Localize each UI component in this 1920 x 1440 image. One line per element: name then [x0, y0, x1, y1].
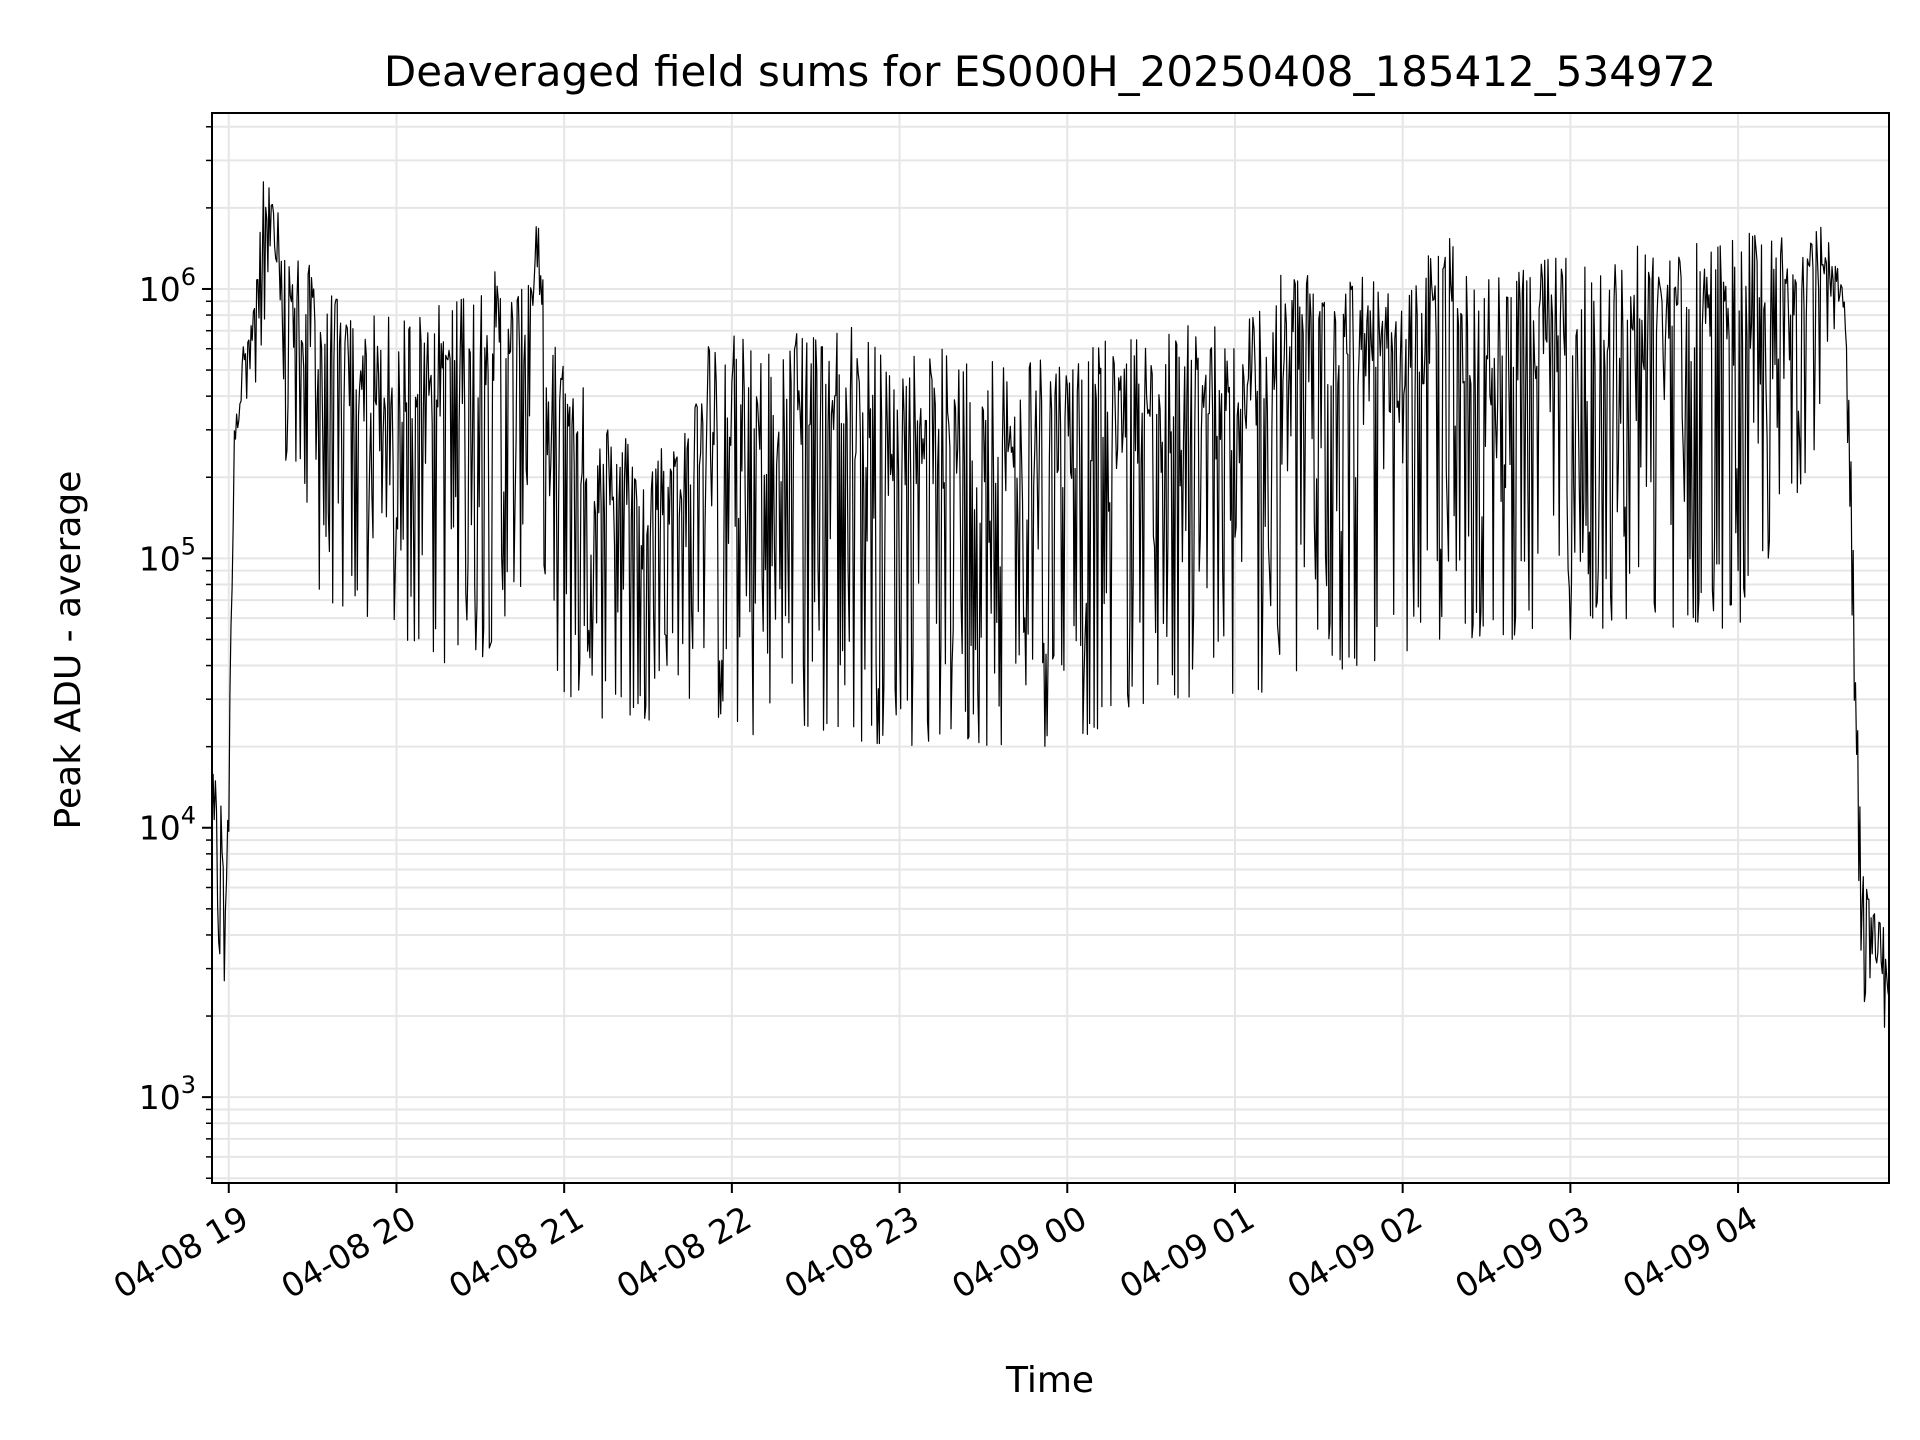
- series: [211, 181, 1890, 1028]
- x-axis-label: Time: [1005, 1360, 1094, 1401]
- y-tick-label: 103: [139, 1071, 196, 1117]
- series-line: [211, 181, 1890, 1028]
- chart-title: Deaveraged field sums for ES000H_2025040…: [384, 47, 1716, 96]
- y-tick-label: 106: [139, 263, 196, 309]
- y-tick-label: 104: [139, 802, 196, 848]
- y-axis-label: Peak ADU - average: [48, 471, 89, 830]
- grid: [212, 113, 1889, 1183]
- axes-frame: [211, 112, 1890, 1184]
- y-tick-label: 105: [139, 532, 196, 578]
